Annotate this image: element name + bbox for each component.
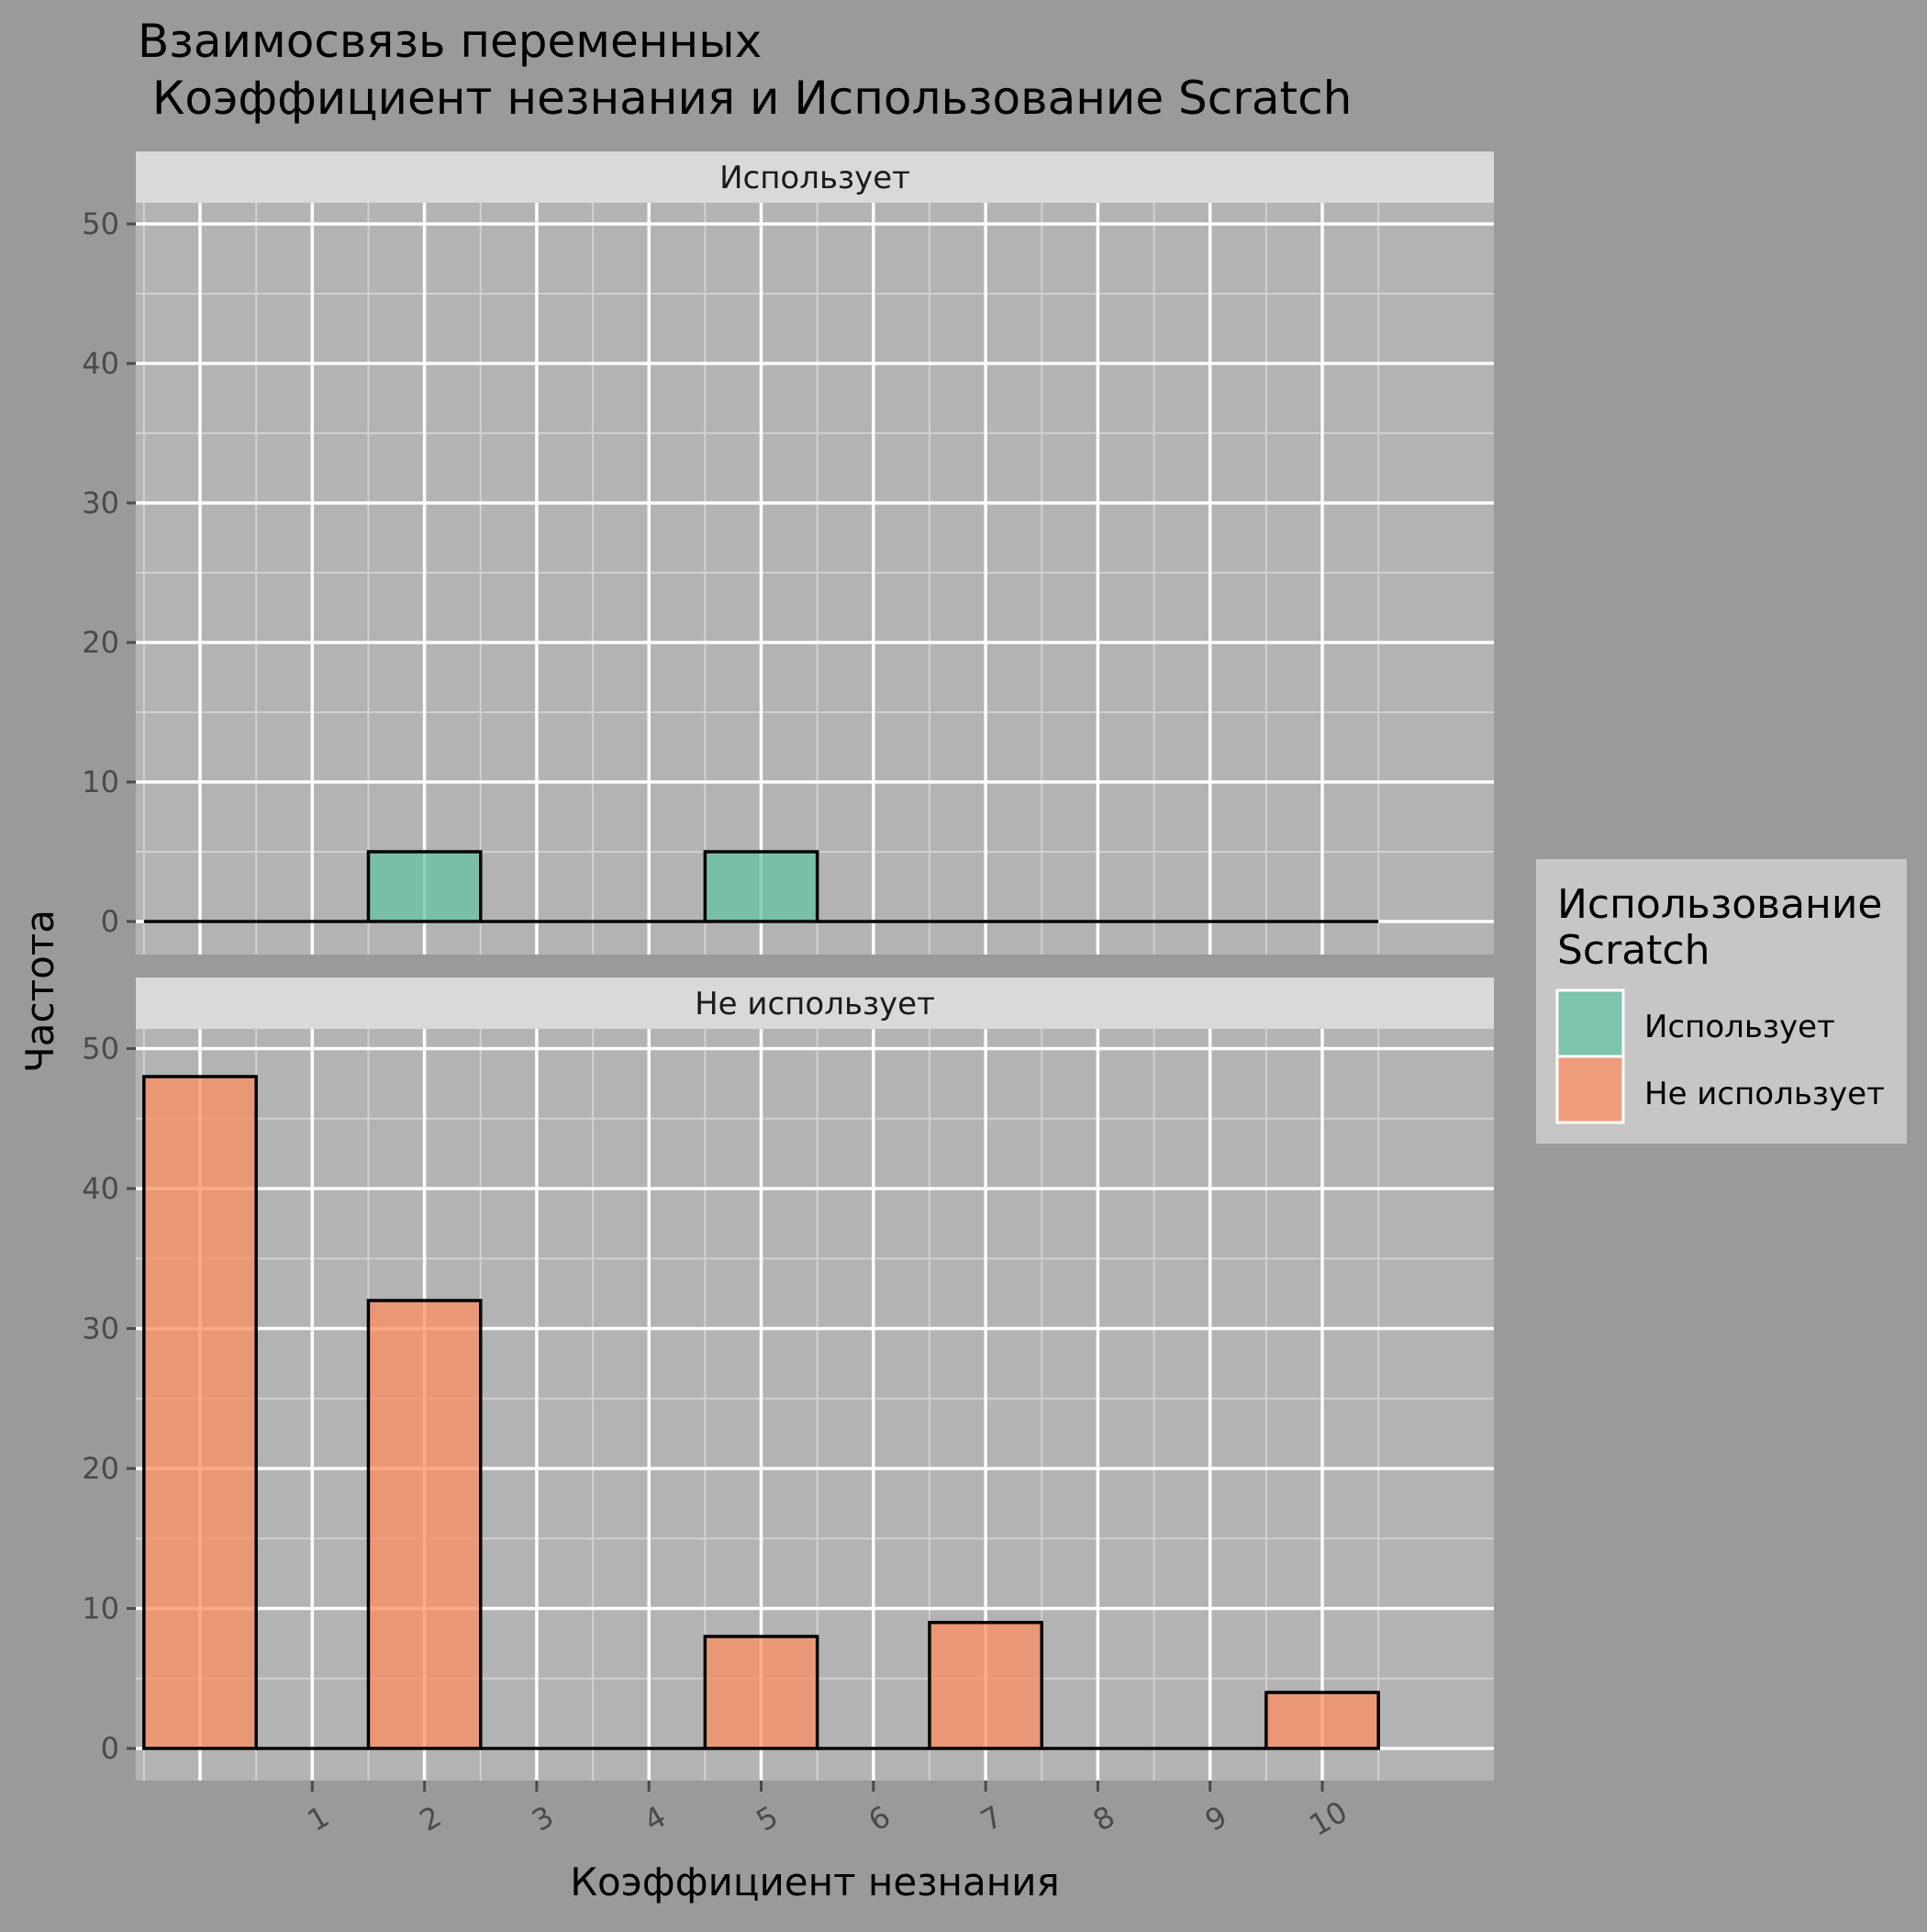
bar-Не-использует-7 bbox=[928, 1621, 1044, 1750]
panel-background-1 bbox=[136, 203, 1494, 955]
facet-strip-label-2: Не использует bbox=[695, 986, 935, 1022]
bar-Не-использует-5 bbox=[703, 1635, 819, 1750]
legend-label-not-uses: Не использует bbox=[1644, 1076, 1885, 1112]
x-axis-title: Коэффициент незнания bbox=[570, 1859, 1060, 1904]
y-tick-label: 10 bbox=[82, 1591, 119, 1626]
y-tick-label: 40 bbox=[82, 1171, 119, 1206]
y-tick-label: 30 bbox=[82, 1312, 119, 1346]
panels-layer: Использует 0 10 20 30 40 50 Не использует 0 10 20 3… bbox=[82, 151, 1494, 1781]
y-tick-label: 10 bbox=[82, 765, 119, 799]
legend-key-not-uses bbox=[1555, 1055, 1625, 1124]
y-tick-label: 40 bbox=[82, 346, 119, 381]
facet-panel-2: Не использует 0 10 20 30 40 50 bbox=[82, 977, 1494, 1781]
chart-title-line-2: Коэффициент незнания и Использование Scr… bbox=[138, 72, 1352, 125]
legend-title-line-1: Использование bbox=[1557, 881, 1883, 928]
legend-key-uses bbox=[1555, 988, 1625, 1058]
chart-title-line-1: Взаимосвязь переменных bbox=[138, 15, 762, 68]
legend-label-uses: Использует bbox=[1644, 1009, 1835, 1045]
bar-Не-использует-10 bbox=[1264, 1691, 1380, 1750]
bar-Использует-5 bbox=[703, 850, 819, 923]
y-tick-label: 50 bbox=[82, 207, 119, 241]
facet-panel-1: Использует 0 10 20 30 40 50 bbox=[82, 151, 1494, 955]
facet-strip-1 bbox=[136, 151, 1494, 203]
y-tick-label: 0 bbox=[101, 1731, 119, 1766]
y-tick-label: 30 bbox=[82, 486, 119, 520]
y-tick-label: 0 bbox=[101, 904, 119, 939]
y-axis-title: Частота bbox=[17, 910, 62, 1073]
bar-Не-использует-2 bbox=[366, 1299, 483, 1750]
facet-strip-2 bbox=[136, 977, 1494, 1029]
bar-Не-использует-0 bbox=[142, 1075, 258, 1750]
y-tick-label: 20 bbox=[82, 1451, 119, 1486]
y-tick-label: 50 bbox=[82, 1032, 119, 1067]
legend-title-line-2: Scratch bbox=[1557, 927, 1710, 974]
legend: Использование Scratch Использует Не испо… bbox=[1536, 859, 1907, 1144]
facet-strip-label-1: Использует bbox=[719, 160, 910, 196]
y-tick-label: 20 bbox=[82, 625, 119, 660]
bar-Использует-2 bbox=[366, 850, 483, 923]
